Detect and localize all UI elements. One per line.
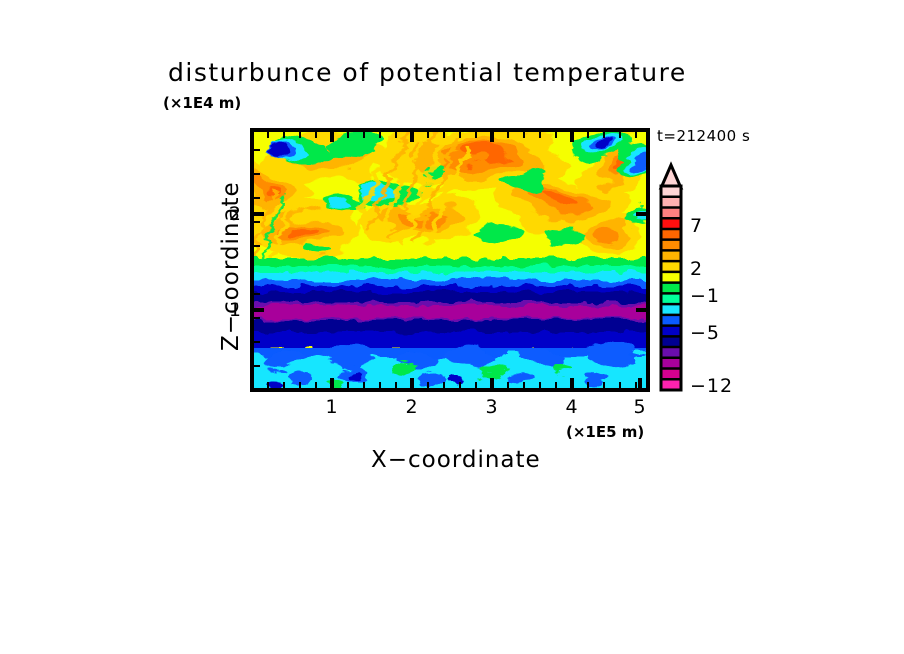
- chart-title: disturbunce of potential temperature: [168, 58, 687, 87]
- colorbar-band: [661, 347, 681, 359]
- colorbar-band: [661, 271, 681, 284]
- colorbar-separators: [661, 195, 681, 381]
- y-axis-ticks: [252, 149, 264, 367]
- x-tick-label-1: 1: [325, 396, 339, 418]
- convective-boundary-layer: [252, 343, 648, 390]
- colorbar-band: [661, 218, 681, 230]
- y-tick-label-2: 2: [228, 203, 242, 225]
- colorbar-band: [661, 228, 681, 241]
- colorbar: [658, 161, 684, 392]
- y-axis-right-ticks: [636, 212, 648, 312]
- negative-core-layer: [252, 286, 648, 350]
- y-axis-unit: (×1E4 m): [163, 94, 242, 112]
- y-tick-label-1: 1: [228, 299, 242, 321]
- timestamp-label: t=212400 s: [657, 127, 751, 145]
- colorbar-tick-label-m5: −5: [690, 322, 721, 344]
- contour-field: [252, 130, 648, 390]
- colorbar-bands: [661, 186, 681, 390]
- colorbar-band: [661, 357, 681, 370]
- colorbar-band: [661, 282, 681, 294]
- colorbar-band: [661, 325, 681, 337]
- colorbar-band: [661, 293, 681, 305]
- colorbar-tick-label-2: 2: [690, 258, 704, 280]
- colorbar-band: [661, 304, 681, 316]
- x-axis-ticks: [267, 378, 642, 390]
- colorbar-band: [661, 379, 681, 390]
- x-tick-label-3: 3: [485, 396, 499, 418]
- x-tick-label-4: 4: [565, 396, 579, 418]
- colorbar-band: [661, 314, 681, 327]
- x-axis-title: X−coordinate: [371, 447, 541, 473]
- x-axis-unit: (×1E5 m): [566, 423, 645, 441]
- colorbar-band: [661, 250, 681, 262]
- gravity-wave-rays: [252, 130, 471, 262]
- colorbar-band: [661, 261, 681, 273]
- colorbar-band: [661, 207, 681, 219]
- colorbar-tick-label-m12: −12: [690, 375, 734, 397]
- colorbar-band: [661, 186, 681, 198]
- plot-frame: [250, 128, 650, 392]
- x-axis-top-ticks: [267, 130, 637, 142]
- colorbar-band: [661, 368, 681, 380]
- interface-layer: [252, 258, 648, 291]
- x-tick-label-2: 2: [405, 396, 419, 418]
- x-tick-label-5: 5: [633, 396, 647, 418]
- colorbar-band: [661, 336, 681, 348]
- colorbar-tick-label-7: 7: [690, 215, 704, 237]
- colorbar-band: [661, 239, 681, 252]
- colorbar-tick-label-m1: −1: [690, 285, 721, 307]
- colorbar-band: [661, 196, 681, 209]
